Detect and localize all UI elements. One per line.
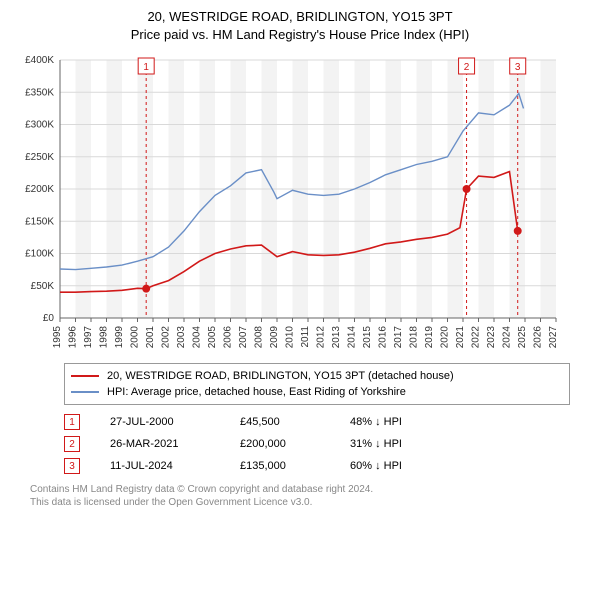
marker-badge-label: 3 [515, 62, 521, 73]
y-tick-label: £400K [25, 55, 54, 66]
y-tick-label: £250K [25, 152, 54, 163]
y-tick-label: £200K [25, 184, 54, 195]
x-tick-label: 2026 [533, 326, 544, 349]
marker-row: 2 26-MAR-2021£200,00031% ↓ HPI [64, 433, 570, 455]
x-tick-label: 2016 [378, 326, 389, 349]
x-tick-label: 1996 [68, 326, 79, 349]
x-tick-label: 1999 [114, 326, 125, 349]
marker-price: £200,000 [240, 438, 350, 450]
marker-date: 26-MAR-2021 [110, 438, 240, 450]
attribution-line-2: This data is licensed under the Open Gov… [30, 496, 570, 509]
x-tick-label: 2018 [409, 326, 420, 349]
legend-label: HPI: Average price, detached house, East… [107, 386, 406, 398]
x-tick-label: 2020 [440, 326, 451, 349]
x-tick-label: 2024 [502, 326, 513, 349]
attribution-line-1: Contains HM Land Registry data © Crown c… [30, 483, 570, 496]
x-tick-label: 2009 [269, 326, 280, 349]
marker-price: £45,500 [240, 416, 350, 428]
marker-badge: 2 [64, 436, 80, 452]
chart-container: 20, WESTRIDGE ROAD, BRIDLINGTON, YO15 3P… [0, 0, 600, 515]
x-tick-label: 2014 [347, 326, 358, 349]
marker-delta: 60% ↓ HPI [350, 460, 570, 472]
x-tick-label: 2006 [223, 326, 234, 349]
x-tick-label: 2015 [362, 326, 373, 349]
x-tick-label: 2000 [130, 326, 141, 349]
attribution-text: Contains HM Land Registry data © Crown c… [30, 483, 570, 509]
marker-date: 11-JUL-2024 [110, 460, 240, 472]
legend-swatch [71, 375, 99, 377]
marker-delta: 31% ↓ HPI [350, 438, 570, 450]
x-tick-label: 2004 [192, 326, 203, 349]
marker-row: 1 27-JUL-2000£45,50048% ↓ HPI [64, 411, 570, 433]
marker-badge-label: 1 [143, 62, 149, 73]
marker-price: £135,000 [240, 460, 350, 472]
marker-delta: 48% ↓ HPI [350, 416, 570, 428]
legend-box: 20, WESTRIDGE ROAD, BRIDLINGTON, YO15 3P… [64, 363, 570, 405]
x-tick-label: 2001 [145, 326, 156, 349]
x-tick-label: 2025 [517, 326, 528, 349]
y-tick-label: £300K [25, 120, 54, 131]
x-tick-label: 2008 [254, 326, 265, 349]
x-tick-label: 2013 [331, 326, 342, 349]
x-tick-label: 1997 [83, 326, 94, 349]
line-chart-svg: £0 £50K £100K £150K £200K £250K £300K £350K £400… [10, 50, 570, 350]
title-line-2: Price paid vs. HM Land Registry's House … [10, 26, 590, 44]
y-tick-label: £350K [25, 88, 54, 99]
y-tick-label: £50K [31, 281, 55, 292]
x-tick-label: 2012 [316, 326, 327, 349]
marker-date: 27-JUL-2000 [110, 416, 240, 428]
x-tick-label: 2003 [176, 326, 187, 349]
x-tick-label: 2019 [424, 326, 435, 349]
x-tick-label: 2002 [161, 326, 172, 349]
legend-row: 20, WESTRIDGE ROAD, BRIDLINGTON, YO15 3P… [71, 368, 563, 384]
marker-badge-label: 2 [464, 62, 470, 73]
x-tick-label: 2021 [455, 326, 466, 349]
marker-badge: 1 [64, 414, 80, 430]
marker-badge: 3 [64, 458, 80, 474]
x-tick-label: 2023 [486, 326, 497, 349]
x-tick-label: 2017 [393, 326, 404, 349]
x-tick-label: 2007 [238, 326, 249, 349]
x-tick-label: 2005 [207, 326, 218, 349]
legend-label: 20, WESTRIDGE ROAD, BRIDLINGTON, YO15 3P… [107, 370, 454, 382]
x-tick-label: 1998 [99, 326, 110, 349]
marker-table: 1 27-JUL-2000£45,50048% ↓ HPI 2 26-MAR-2021… [64, 411, 570, 477]
title-line-1: 20, WESTRIDGE ROAD, BRIDLINGTON, YO15 3P… [10, 8, 590, 26]
y-tick-label: £150K [25, 217, 54, 228]
marker-row: 3 11-JUL-2024£135,00060% ↓ HPI [64, 455, 570, 477]
legend-row: HPI: Average price, detached house, East… [71, 384, 563, 400]
x-tick-label: 2022 [471, 326, 482, 349]
x-tick-label: 2010 [285, 326, 296, 349]
x-tick-label: 2011 [300, 326, 311, 348]
chart-area: £0 £50K £100K £150K £200K £250K £300K £350K £400… [10, 50, 590, 355]
x-tick-label: 1995 [52, 326, 63, 349]
legend-swatch [71, 391, 99, 393]
y-tick-label: £100K [25, 249, 54, 260]
title-block: 20, WESTRIDGE ROAD, BRIDLINGTON, YO15 3P… [10, 8, 590, 44]
y-tick-label: £0 [43, 313, 55, 324]
x-tick-label: 2027 [548, 326, 559, 349]
